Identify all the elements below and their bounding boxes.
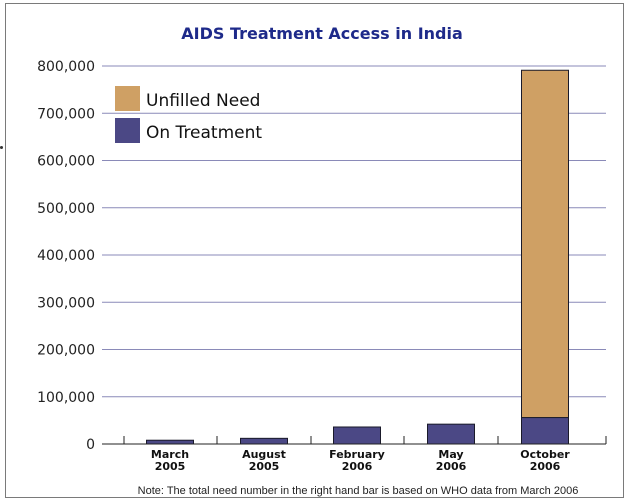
chart-note: Note: The total need number in the right… <box>138 485 579 497</box>
y-tick-label: 200,000 <box>37 343 95 359</box>
x-tick-label: 2006 <box>342 460 373 473</box>
bar-on-treatment <box>333 426 381 445</box>
x-tick-label: 2006 <box>530 460 561 473</box>
y-tick-label: 0 <box>86 437 95 453</box>
legend-swatch-on-treatment <box>115 118 140 143</box>
x-tick-label: 2005 <box>249 460 280 473</box>
bars <box>146 69 569 445</box>
bar-on-treatment <box>427 423 475 445</box>
x-tick-label: 2005 <box>155 460 186 473</box>
legend-label-unfilled-need: Unfilled Need <box>146 91 260 111</box>
x-tick-label: 2006 <box>436 460 467 473</box>
y-tick-label: 100,000 <box>37 390 95 406</box>
y-tick-label: 400,000 <box>37 248 95 264</box>
y-axis-ticks: 0 100,000 200,000 300,000 400,000 500,000 600,… <box>37 59 95 453</box>
legend-swatch-unfilled-need <box>115 86 140 111</box>
y-tick-label: 800,000 <box>37 59 95 75</box>
legend-label-on-treatment: On Treatment <box>146 123 262 143</box>
margin-dot <box>0 146 3 149</box>
bar-on-treatment <box>240 437 288 445</box>
legend: Unfilled Need On Treatment <box>115 86 262 143</box>
chart-title: AIDS Treatment Access in India <box>181 24 463 43</box>
chart-frame <box>5 3 624 498</box>
y-tick-label: 700,000 <box>37 106 95 122</box>
y-tick-label: 300,000 <box>37 295 95 311</box>
bar-unfilled-need <box>521 69 569 419</box>
x-tick-label: March <box>151 448 189 461</box>
x-axis-ticks: March2005August2005February2006May2006Oc… <box>151 448 570 473</box>
x-axis <box>102 436 607 445</box>
x-tick-label: August <box>242 448 286 461</box>
y-tick-label: 600,000 <box>37 154 95 170</box>
bar-on-treatment <box>146 439 194 445</box>
x-tick-label: May <box>438 448 463 461</box>
x-tick-label: February <box>329 448 385 461</box>
bar-on-treatment <box>521 417 569 445</box>
x-tick-label: October <box>520 448 570 461</box>
y-tick-label: 500,000 <box>37 201 95 217</box>
